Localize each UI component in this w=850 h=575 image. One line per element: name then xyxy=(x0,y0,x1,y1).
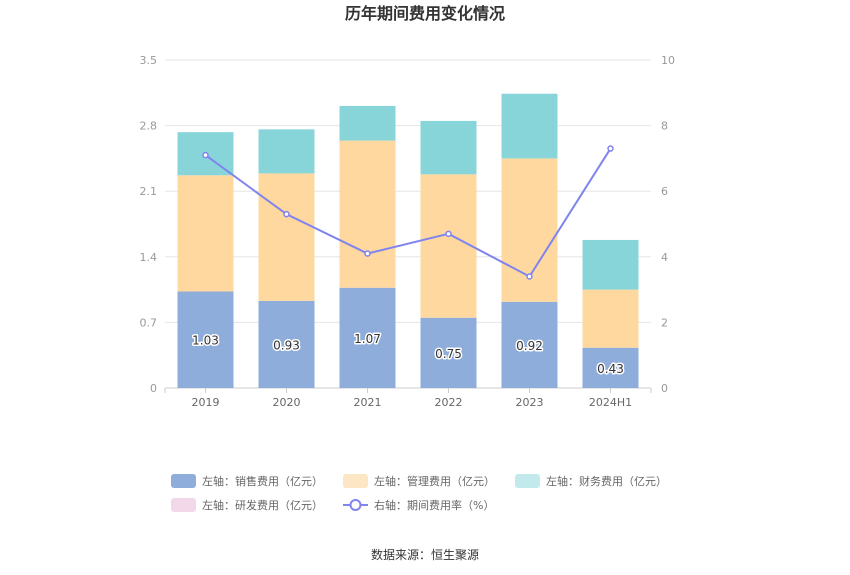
bar-admin-2024H1[interactable] xyxy=(582,289,639,348)
bar-series xyxy=(177,93,639,388)
x-tick-label: 2023 xyxy=(516,396,544,409)
data-label-sales: 0.93 xyxy=(273,338,300,352)
x-axis: 2019 2020 2021 2022 2023 2024H1 xyxy=(164,388,652,409)
bar-finance-2023[interactable] xyxy=(501,93,558,159)
legend-item-rnd[interactable]: 左轴：研发费用（亿元） xyxy=(171,498,323,512)
x-tick-label: 2024H1 xyxy=(589,396,632,409)
x-tick-label: 2020 xyxy=(273,396,301,409)
x-tick-label: 2021 xyxy=(354,396,382,409)
right-tick-label: 4 xyxy=(661,251,668,264)
legend-item-admin[interactable]: 左轴：管理费用（亿元） xyxy=(343,474,495,488)
right-tick-label: 10 xyxy=(661,54,675,67)
data-label-sales: 1.07 xyxy=(354,332,381,346)
bar-sales-2020[interactable] xyxy=(258,300,315,388)
left-tick-label: 2.1 xyxy=(140,185,158,198)
right-tick-label: 6 xyxy=(661,185,668,198)
bar-sales-2022[interactable] xyxy=(420,317,477,388)
legend-label-rate: 右轴：期间费用率（%） xyxy=(374,498,494,512)
data-labels: 1.03 0.93 1.07 0.75 0.92 0.43 xyxy=(191,330,626,377)
left-tick-label: 0 xyxy=(150,382,157,395)
grid-lines xyxy=(165,59,651,389)
legend-label-sales: 左轴：销售费用（亿元） xyxy=(202,474,323,488)
left-tick-label: 2.8 xyxy=(140,120,158,133)
left-tick-label: 3.5 xyxy=(140,54,158,67)
left-tick-label: 0.7 xyxy=(140,316,158,329)
legend-item-rate[interactable]: 右轴：期间费用率（%） xyxy=(343,498,494,512)
rate-point[interactable] xyxy=(526,273,533,280)
legend-swatch-sales xyxy=(171,474,196,488)
bar-admin-2023[interactable] xyxy=(501,158,558,302)
bar-admin-2020[interactable] xyxy=(258,173,315,301)
bar-finance-2020[interactable] xyxy=(258,129,315,174)
bar-sales-2019[interactable] xyxy=(177,291,234,388)
legend-label-finance: 左轴：财务费用（亿元） xyxy=(546,474,667,488)
right-axis: 0 2 4 6 8 10 xyxy=(661,54,675,395)
legend-swatch-admin xyxy=(343,474,368,488)
data-label-sales: 0.43 xyxy=(597,362,624,376)
rate-point[interactable] xyxy=(445,230,452,238)
rate-point[interactable] xyxy=(202,151,209,159)
bar-admin-2019[interactable] xyxy=(177,175,234,292)
left-tick-label: 1.4 xyxy=(140,251,158,264)
legend-swatch-rnd xyxy=(171,498,196,512)
legend-swatch-finance xyxy=(515,474,540,488)
data-source-note: 数据来源：恒生聚源 xyxy=(371,547,479,562)
rate-point[interactable] xyxy=(607,145,614,152)
bar-sales-2024H1[interactable] xyxy=(582,347,639,388)
data-label-sales: 0.75 xyxy=(435,347,462,361)
rate-line xyxy=(204,148,612,278)
rate-point[interactable] xyxy=(283,210,290,218)
legend: 左轴：销售费用（亿元） 左轴：管理费用（亿元） 左轴：财务费用（亿元） 左轴：研… xyxy=(171,474,667,512)
right-tick-label: 0 xyxy=(661,382,668,395)
bar-admin-2021[interactable] xyxy=(339,140,396,288)
rate-line-series xyxy=(202,145,614,280)
bar-finance-2024H1[interactable] xyxy=(582,239,639,290)
data-label-sales: 1.03 xyxy=(192,334,219,348)
bar-sales-2023[interactable] xyxy=(501,301,558,388)
right-tick-label: 8 xyxy=(661,120,668,133)
x-tick-label: 2022 xyxy=(435,396,463,409)
rate-point[interactable] xyxy=(364,250,371,257)
bar-finance-2022[interactable] xyxy=(420,120,477,175)
legend-swatch-rate-marker xyxy=(349,499,362,511)
legend-item-finance[interactable]: 左轴：财务费用（亿元） xyxy=(515,474,667,488)
chart-title: 历年期间费用变化情况 xyxy=(345,4,505,23)
bar-sales-2021[interactable] xyxy=(339,287,396,388)
x-tick-label: 2019 xyxy=(192,396,220,409)
legend-label-rnd: 左轴：研发费用（亿元） xyxy=(202,498,323,512)
data-label-sales: 0.92 xyxy=(516,339,543,353)
legend-item-sales[interactable]: 左轴：销售费用（亿元） xyxy=(171,474,323,488)
legend-label-admin: 左轴：管理费用（亿元） xyxy=(374,474,495,488)
right-tick-label: 2 xyxy=(661,316,668,329)
left-axis: 0 0.7 1.4 2.1 2.8 3.5 xyxy=(140,54,158,395)
bar-finance-2021[interactable] xyxy=(339,105,396,141)
bar-admin-2022[interactable] xyxy=(420,174,477,318)
